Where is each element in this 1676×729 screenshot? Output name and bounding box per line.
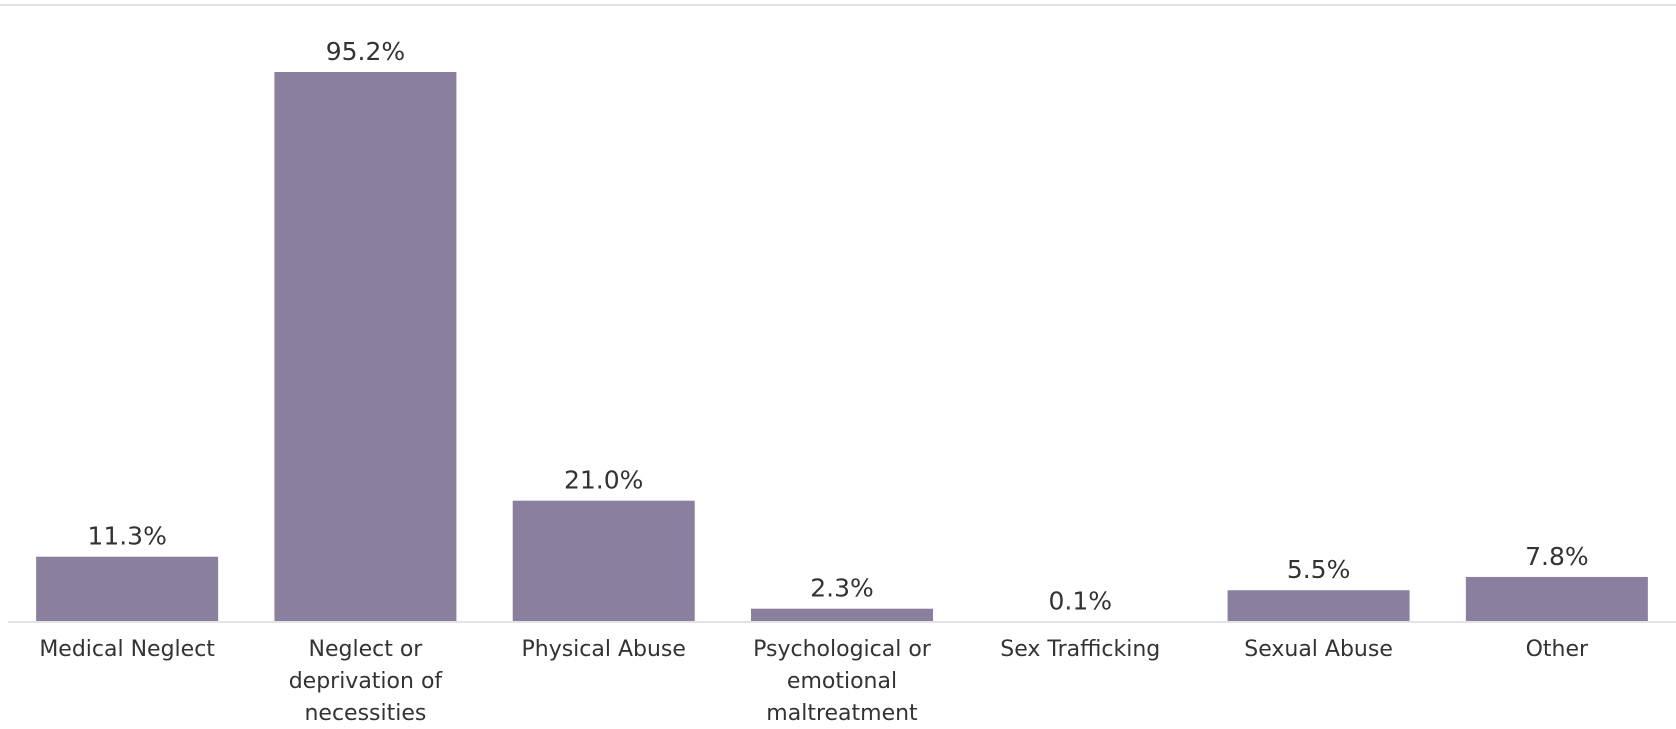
data-label-psychological-or-emotional-maltreatment: 2.3% bbox=[810, 574, 874, 603]
tick-label-physical-abuse: Physical Abuse bbox=[521, 637, 685, 662]
tick-label-line: Other bbox=[1526, 637, 1589, 662]
tick-label-line: necessities bbox=[304, 701, 426, 726]
bar-other bbox=[1465, 576, 1648, 622]
bar-psychological-or-emotional-maltreatment bbox=[751, 608, 933, 622]
value-labels-group: 11.3% 95.2% 21.0% 2.3% 0.1% 5.5% 7.8% bbox=[87, 37, 1588, 615]
tick-label-line: deprivation of bbox=[289, 669, 444, 694]
tick-label-line: Psychological or bbox=[753, 637, 932, 662]
tick-label-psychological-or-emotional-maltreatment: Psychological or emotional maltreatment bbox=[753, 637, 932, 726]
bars-group bbox=[36, 72, 1648, 622]
tick-label-line: Physical Abuse bbox=[521, 637, 685, 662]
tick-label-line: Sexual Abuse bbox=[1244, 637, 1393, 662]
tick-label-line: Sex Trafficking bbox=[1000, 637, 1160, 662]
data-label-sex-trafficking: 0.1% bbox=[1049, 586, 1113, 615]
category-labels-group: Medical Neglect Neglect or deprivation of n… bbox=[39, 637, 1589, 726]
tick-label-line: emotional bbox=[787, 669, 897, 694]
tick-label-line: Neglect or bbox=[309, 637, 424, 662]
data-label-sexual-abuse: 5.5% bbox=[1287, 555, 1351, 584]
bar-sexual-abuse bbox=[1227, 590, 1410, 622]
tick-label-neglect-or-deprivation-of-necessities: Neglect or deprivation of necessities bbox=[289, 637, 444, 726]
bar-neglect-or-deprivation-of-necessities bbox=[274, 72, 457, 622]
tick-label-medical-neglect: Medical Neglect bbox=[39, 637, 215, 662]
tick-label-line: Medical Neglect bbox=[39, 637, 215, 662]
data-label-neglect-or-deprivation-of-necessities: 95.2% bbox=[326, 37, 405, 66]
bar-medical-neglect bbox=[36, 556, 219, 622]
tick-label-sex-trafficking: Sex Trafficking bbox=[1000, 637, 1160, 662]
data-label-medical-neglect: 11.3% bbox=[87, 522, 166, 551]
tick-label-line: maltreatment bbox=[766, 701, 918, 726]
tick-label-other: Other bbox=[1526, 637, 1589, 662]
tick-label-sexual-abuse: Sexual Abuse bbox=[1244, 637, 1393, 662]
data-label-physical-abuse: 21.0% bbox=[564, 466, 643, 495]
data-label-other: 7.8% bbox=[1525, 542, 1589, 571]
bar-physical-abuse bbox=[512, 500, 695, 622]
